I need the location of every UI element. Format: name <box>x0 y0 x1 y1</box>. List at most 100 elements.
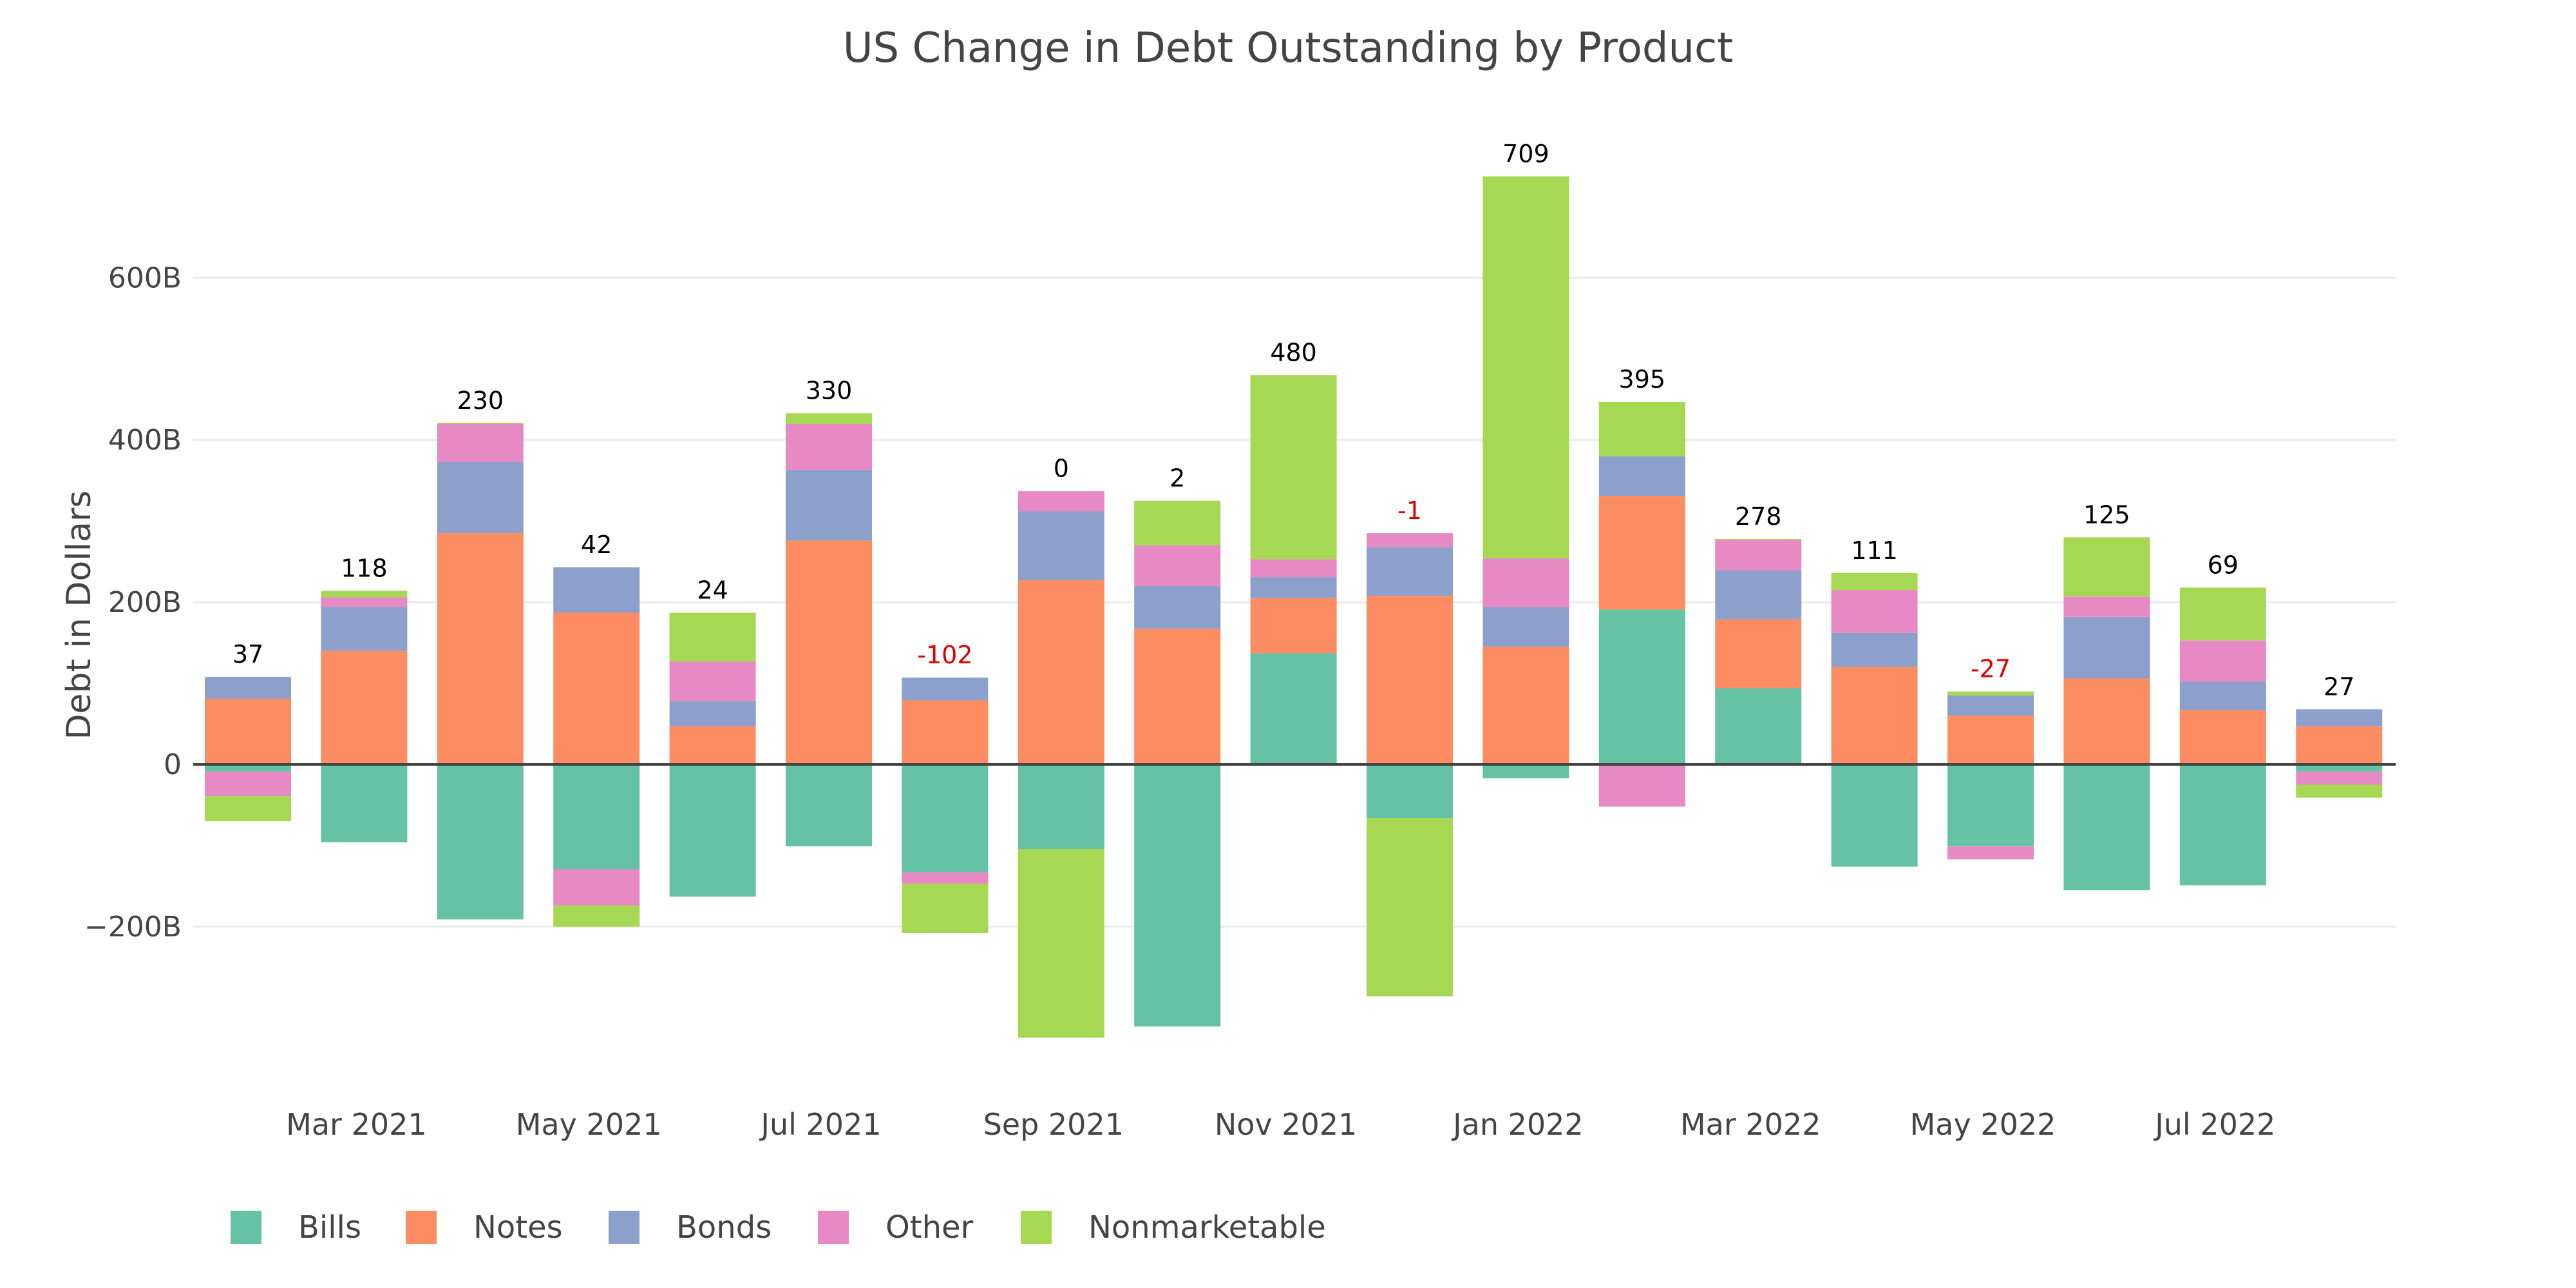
bar-other-aug-2022 <box>2296 772 2383 785</box>
bar-nonmarketable-may-2021 <box>553 905 640 927</box>
bar-bills-nov-2021 <box>1250 653 1337 764</box>
total-label: 0 <box>1054 455 1069 483</box>
bar-notes-jul-2021 <box>786 540 872 764</box>
bar-bonds-sep-2021 <box>1018 511 1104 581</box>
bar-notes-mar-2022 <box>1715 619 1802 688</box>
total-label: 27 <box>2324 672 2354 701</box>
bar-notes-jun-2022 <box>2063 678 2150 764</box>
bar-bonds-aug-2022 <box>2296 709 2383 726</box>
x-tick-label: Mar 2021 <box>286 1107 426 1142</box>
x-tick-label: Sep 2021 <box>983 1107 1124 1142</box>
bar-notes-aug-2021 <box>902 700 989 764</box>
bar-nonmarketable-dec-2021 <box>1367 818 1453 997</box>
bar-nonmarketable-jan-2022 <box>1482 176 1569 559</box>
bar-stack <box>553 567 640 927</box>
legend-label: Nonmarketable <box>1088 1209 1326 1245</box>
legend: Bills Notes Bonds Other Nonmarketable <box>231 1209 1326 1245</box>
legend-label: Notes <box>473 1209 563 1245</box>
bar-notes-feb-2021 <box>205 698 291 764</box>
total-labels: 37 118 230 42 24 330 -102 0 2 480 -1 709 395 278 111 -2… <box>232 140 2355 701</box>
bar-other-mar-2022 <box>1715 540 1802 571</box>
bar-bonds-jun-2022 <box>2063 616 2150 679</box>
x-tick-label: Mar 2022 <box>1680 1107 1821 1142</box>
y-axis-label: Debt in Dollars <box>60 491 99 740</box>
x-tick-label: May 2021 <box>516 1107 662 1142</box>
bar-bills-oct-2021 <box>1134 764 1221 1027</box>
bar-nonmarketable-aug-2022 <box>2296 784 2383 798</box>
bar-bills-sep-2021 <box>1018 764 1104 849</box>
bar-bonds-apr-2022 <box>1831 632 1918 667</box>
legend-item-bills: Bills <box>231 1209 361 1245</box>
bar-bills-jun-2021 <box>669 764 756 897</box>
bar-bonds-may-2022 <box>1947 695 2034 716</box>
bar-nonmarketable-feb-2021 <box>205 796 291 822</box>
total-label: 278 <box>1735 502 1782 531</box>
bar-bills-feb-2022 <box>1598 609 1685 764</box>
bar-notes-apr-2021 <box>437 533 524 764</box>
bar-bonds-aug-2021 <box>902 677 989 701</box>
bar-other-sep-2021 <box>1018 491 1104 512</box>
bar-nonmarketable-mar-2022 <box>1715 538 1802 540</box>
bar-stack <box>2296 709 2383 798</box>
bar-bills-aug-2022 <box>2296 764 2383 772</box>
legend-item-notes: Notes <box>406 1209 563 1245</box>
bar-stack <box>1947 691 2034 860</box>
y-axis-ticks: −200B 0 200B 400B 600B <box>84 261 182 943</box>
bar-bonds-nov-2021 <box>1250 577 1337 598</box>
bar-other-nov-2021 <box>1250 559 1337 578</box>
bar-notes-sep-2021 <box>1018 580 1104 764</box>
bar-other-jul-2021 <box>786 424 872 470</box>
bar-stack <box>1598 402 1685 807</box>
bar-notes-may-2022 <box>1947 715 2034 764</box>
bar-stack <box>1134 500 1221 1027</box>
total-label: 111 <box>1851 536 1898 565</box>
total-label: 480 <box>1270 338 1317 366</box>
legend-swatch <box>1021 1211 1052 1244</box>
total-label: 118 <box>341 554 388 582</box>
bar-bonds-feb-2022 <box>1598 456 1685 497</box>
y-tick-label: 0 <box>164 748 182 781</box>
bar-nonmarketable-aug-2021 <box>902 884 989 933</box>
legend-swatch <box>818 1211 849 1244</box>
total-label: 42 <box>581 531 612 559</box>
bar-bills-jan-2022 <box>1482 764 1569 779</box>
bar-notes-aug-2022 <box>2296 726 2383 764</box>
bar-stack <box>902 677 989 933</box>
bar-bills-apr-2022 <box>1831 764 1918 867</box>
bars <box>205 176 2383 1038</box>
x-tick-label: Jul 2022 <box>2153 1107 2275 1142</box>
legend-item-bonds: Bonds <box>609 1209 772 1245</box>
x-tick-label: Jul 2021 <box>759 1107 881 1142</box>
bar-bonds-dec-2021 <box>1367 547 1453 596</box>
bar-nonmarketable-jun-2021 <box>669 612 756 662</box>
bar-stack <box>1367 533 1453 997</box>
bar-other-may-2022 <box>1947 846 2034 860</box>
bar-other-apr-2021 <box>437 424 524 462</box>
bar-notes-jul-2022 <box>2179 710 2266 764</box>
bar-bills-apr-2021 <box>437 764 524 920</box>
bar-nonmarketable-apr-2022 <box>1831 573 1918 591</box>
bar-stack <box>2179 587 2266 886</box>
y-tick-label: 400B <box>108 424 182 457</box>
bar-nonmarketable-jul-2022 <box>2179 587 2266 641</box>
total-label: -102 <box>917 641 972 669</box>
legend-label: Bonds <box>676 1209 772 1245</box>
x-tick-label: May 2022 <box>1910 1107 2056 1142</box>
bar-notes-jan-2022 <box>1482 647 1569 764</box>
bar-other-mar-2021 <box>321 597 408 607</box>
bar-nonmarketable-feb-2022 <box>1598 402 1685 457</box>
bar-other-jun-2021 <box>669 661 756 701</box>
bar-nonmarketable-jun-2022 <box>2063 537 2150 597</box>
legend-item-nonmarketable: Nonmarketable <box>1021 1209 1326 1245</box>
bar-other-jan-2022 <box>1482 558 1569 607</box>
bar-bills-may-2021 <box>553 764 640 869</box>
total-label: 395 <box>1619 365 1666 393</box>
bar-bills-mar-2021 <box>321 764 408 842</box>
bar-other-apr-2022 <box>1831 590 1918 633</box>
bar-notes-oct-2021 <box>1134 629 1221 764</box>
bar-stack <box>437 422 524 920</box>
total-label: 2 <box>1170 464 1185 493</box>
bar-nonmarketable-sep-2021 <box>1018 848 1104 1038</box>
total-label: 709 <box>1502 140 1549 168</box>
